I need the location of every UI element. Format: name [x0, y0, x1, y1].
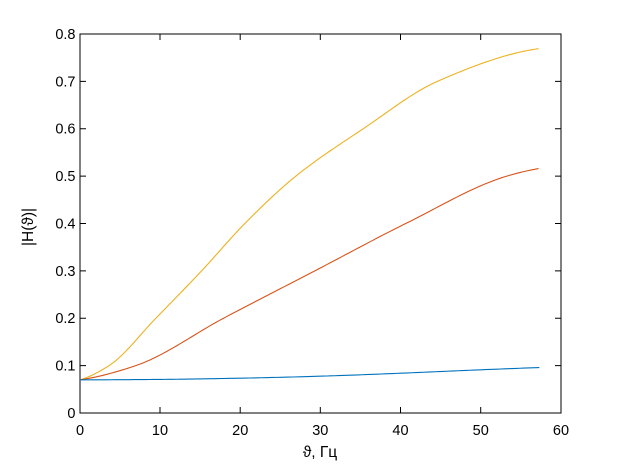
svg-text:0: 0: [76, 423, 84, 439]
svg-text:10: 10: [152, 423, 168, 439]
svg-text:|H(ϑ)|: |H(ϑ)|: [20, 208, 37, 246]
svg-text:0.7: 0.7: [55, 74, 75, 90]
svg-text:20: 20: [232, 423, 248, 439]
svg-text:0.3: 0.3: [55, 264, 75, 280]
svg-text:0.6: 0.6: [55, 122, 75, 138]
svg-text:30: 30: [312, 423, 328, 439]
svg-text:0.4: 0.4: [55, 217, 75, 233]
svg-text:0.8: 0.8: [55, 27, 75, 43]
svg-text:40: 40: [392, 423, 408, 439]
svg-text:ϑ, Гц: ϑ, Гц: [303, 444, 337, 461]
svg-text:50: 50: [473, 423, 489, 439]
svg-text:0.1: 0.1: [55, 359, 75, 375]
svg-text:60: 60: [553, 423, 569, 439]
svg-text:0: 0: [67, 406, 75, 422]
svg-text:0.2: 0.2: [55, 311, 75, 327]
svg-text:0.5: 0.5: [55, 169, 75, 185]
